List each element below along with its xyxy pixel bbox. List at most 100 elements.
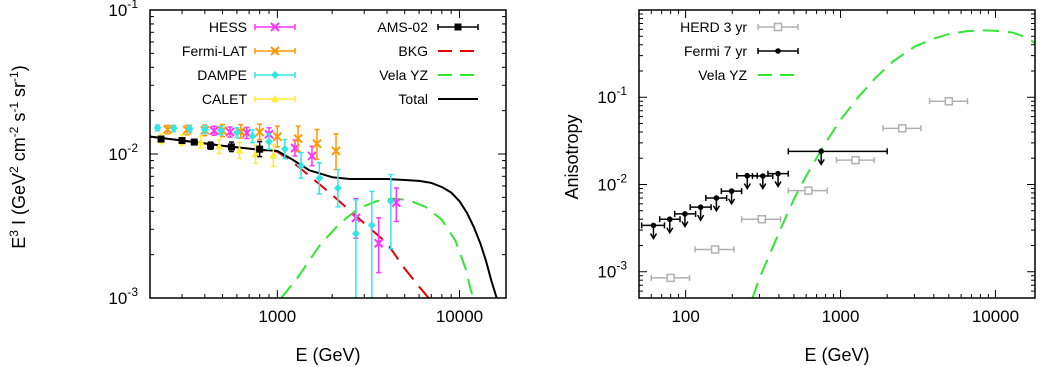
data-point xyxy=(728,188,735,194)
y-label-exponent: -2 xyxy=(7,126,21,137)
series-hess xyxy=(209,125,402,274)
upper-limit-arrowhead xyxy=(712,205,721,213)
y-tick-label: 10-2 xyxy=(108,141,138,164)
y-axis-label: Anisotropy xyxy=(562,114,582,199)
plot-area xyxy=(150,123,498,298)
data-point xyxy=(757,214,767,224)
data-point xyxy=(666,273,675,283)
data-point xyxy=(185,124,194,133)
data-point xyxy=(251,150,260,158)
upper-limit-arrowhead xyxy=(759,183,767,190)
data-point xyxy=(351,229,360,238)
legend-label: AMS-02 xyxy=(377,19,428,35)
y-tick-label: 10-1 xyxy=(108,0,138,20)
y-axis-label: E3 I (GeV2 cm-2 s-1 sr-1) xyxy=(7,65,29,248)
data-point xyxy=(227,143,235,151)
data-point xyxy=(272,131,283,142)
y-tick-exponent: -2 xyxy=(616,171,627,185)
y-tick-label: 10-2 xyxy=(597,171,627,194)
data-point xyxy=(209,126,219,136)
data-point xyxy=(386,197,395,206)
x-tick-label: 100 xyxy=(671,307,699,326)
legend-label: Vela YZ xyxy=(379,67,428,83)
data-point xyxy=(315,174,324,183)
data-point xyxy=(157,135,165,143)
data-point xyxy=(254,127,265,137)
y-label-exponent: -1 xyxy=(7,71,21,82)
curve-vela-yz xyxy=(751,29,1035,298)
data-point xyxy=(331,146,341,156)
y-tick-base: 10 xyxy=(108,289,127,308)
data-point xyxy=(804,186,813,195)
y-tick-exponent: -3 xyxy=(616,259,627,273)
data-point xyxy=(235,146,244,154)
data-point xyxy=(697,204,704,210)
y-tick-base: 10 xyxy=(597,263,616,282)
legend-label: Fermi 7 yr xyxy=(684,43,747,59)
x-tick-label: 10000 xyxy=(436,307,483,326)
data-point xyxy=(264,137,273,146)
data-point xyxy=(818,148,824,155)
data-point xyxy=(682,211,688,217)
legend-label: Fermi-LAT xyxy=(182,43,248,59)
data-point xyxy=(897,124,907,133)
data-point xyxy=(775,170,781,177)
legend: HESS Fermi-LAT DAMPE CALET AMS-02 BKG Vela YZ T… xyxy=(182,19,479,107)
data-point xyxy=(312,138,322,149)
data-point xyxy=(153,123,162,132)
data-point xyxy=(367,221,376,230)
series-fermi-7-yr xyxy=(640,148,888,241)
data-point xyxy=(162,124,173,135)
y-tick-label: 10-3 xyxy=(108,285,138,308)
legend-marker xyxy=(270,46,280,56)
x-axis-label: E (GeV) xyxy=(804,345,869,365)
legend-label: CALET xyxy=(202,91,248,107)
y-label-part: s xyxy=(9,113,29,127)
legend-label: BKG xyxy=(398,43,428,59)
legend-label: HERD 3 yr xyxy=(680,19,747,35)
legend-marker xyxy=(270,22,280,32)
y-label-part: E xyxy=(9,237,29,249)
data-point xyxy=(713,195,720,201)
x-tick-label: 1000 xyxy=(258,307,296,326)
series-calet xyxy=(157,133,278,168)
axis-ticks xyxy=(638,9,1035,299)
data-point xyxy=(744,172,751,179)
data-point xyxy=(650,222,657,229)
y-tick-base: 10 xyxy=(108,1,127,20)
upper-limit-arrowhead xyxy=(697,214,705,222)
data-point xyxy=(207,142,215,150)
legend-label: HESS xyxy=(209,19,247,35)
data-point xyxy=(256,145,264,153)
y-tick-label: 10-1 xyxy=(597,84,627,107)
data-point xyxy=(666,216,673,223)
legend-marker xyxy=(271,95,279,103)
data-point xyxy=(297,161,306,170)
data-point xyxy=(391,197,402,208)
upper-limit-arrowhead xyxy=(681,221,689,228)
x-tick-label: 10000 xyxy=(972,307,1019,326)
data-point xyxy=(215,142,224,150)
y-label-part: sr xyxy=(9,82,29,102)
series-dampe xyxy=(153,123,395,298)
curve-vela-yz xyxy=(280,197,475,298)
legend-label: Vela YZ xyxy=(698,67,747,83)
y-tick-exponent: -3 xyxy=(127,285,138,299)
y-label-exponent: -1 xyxy=(7,102,21,113)
plot-area xyxy=(640,29,1035,298)
upper-limit-arrowhead xyxy=(774,181,782,188)
plot-frame xyxy=(638,9,1036,299)
y-tick-base: 10 xyxy=(597,175,616,194)
y-label-exponent: 2 xyxy=(7,166,21,173)
legend-marker xyxy=(454,23,462,31)
upper-limit-arrowhead xyxy=(817,158,825,166)
upper-limit-arrowhead xyxy=(666,227,674,235)
upper-limit-arrowhead xyxy=(649,233,658,241)
data-point xyxy=(196,138,205,146)
y-tick-exponent: -1 xyxy=(127,0,138,11)
data-point xyxy=(760,173,766,179)
data-point xyxy=(225,127,235,137)
